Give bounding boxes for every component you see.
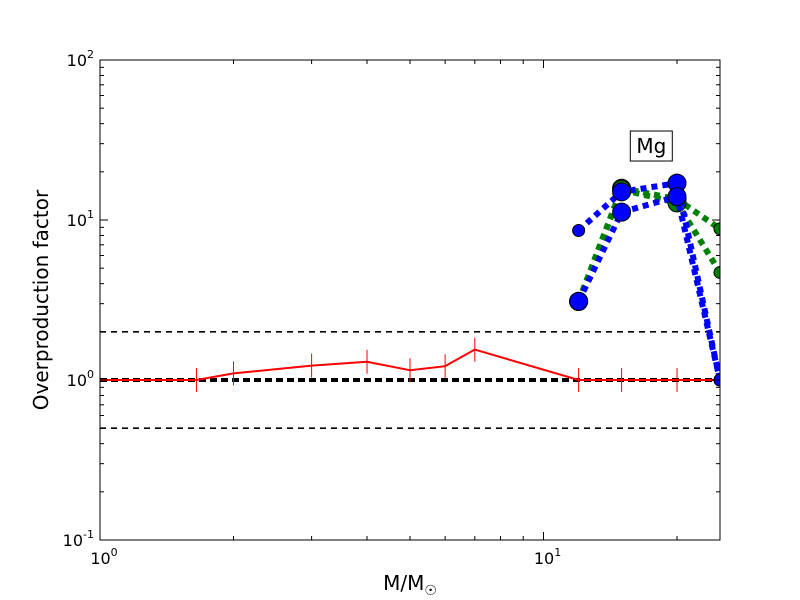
x-tick-label: 101 — [534, 546, 561, 568]
major-ticks — [100, 60, 720, 540]
y-tick-label: 102 — [67, 48, 94, 70]
annotation-label: Mg — [636, 134, 666, 158]
data-point — [572, 223, 586, 237]
y-tick-label: 101 — [67, 208, 94, 230]
minor-ticks — [100, 60, 720, 540]
annotation-box — [629, 130, 673, 162]
series-line — [575, 186, 720, 303]
series-line — [100, 348, 720, 381]
x-axis-label: M/M☉ — [383, 571, 437, 599]
y-tick-label: 100 — [67, 368, 94, 390]
data-point — [612, 202, 632, 222]
data-point — [713, 265, 720, 279]
data-point — [569, 291, 589, 311]
plot-frame — [99, 59, 721, 541]
annotation-mg: Mg — [629, 130, 673, 162]
y-axis-label: Overproduction factor — [29, 189, 53, 410]
x-axis-label-subscript: ☉ — [424, 583, 437, 599]
plot-area — [100, 60, 720, 540]
data-point — [713, 222, 720, 236]
x-tick-label: 100 — [90, 546, 117, 568]
data-point — [667, 187, 687, 207]
series-line — [575, 192, 720, 381]
y-tick-label: 10-1 — [63, 528, 94, 550]
data-point — [612, 182, 632, 202]
series-0 — [100, 337, 720, 392]
